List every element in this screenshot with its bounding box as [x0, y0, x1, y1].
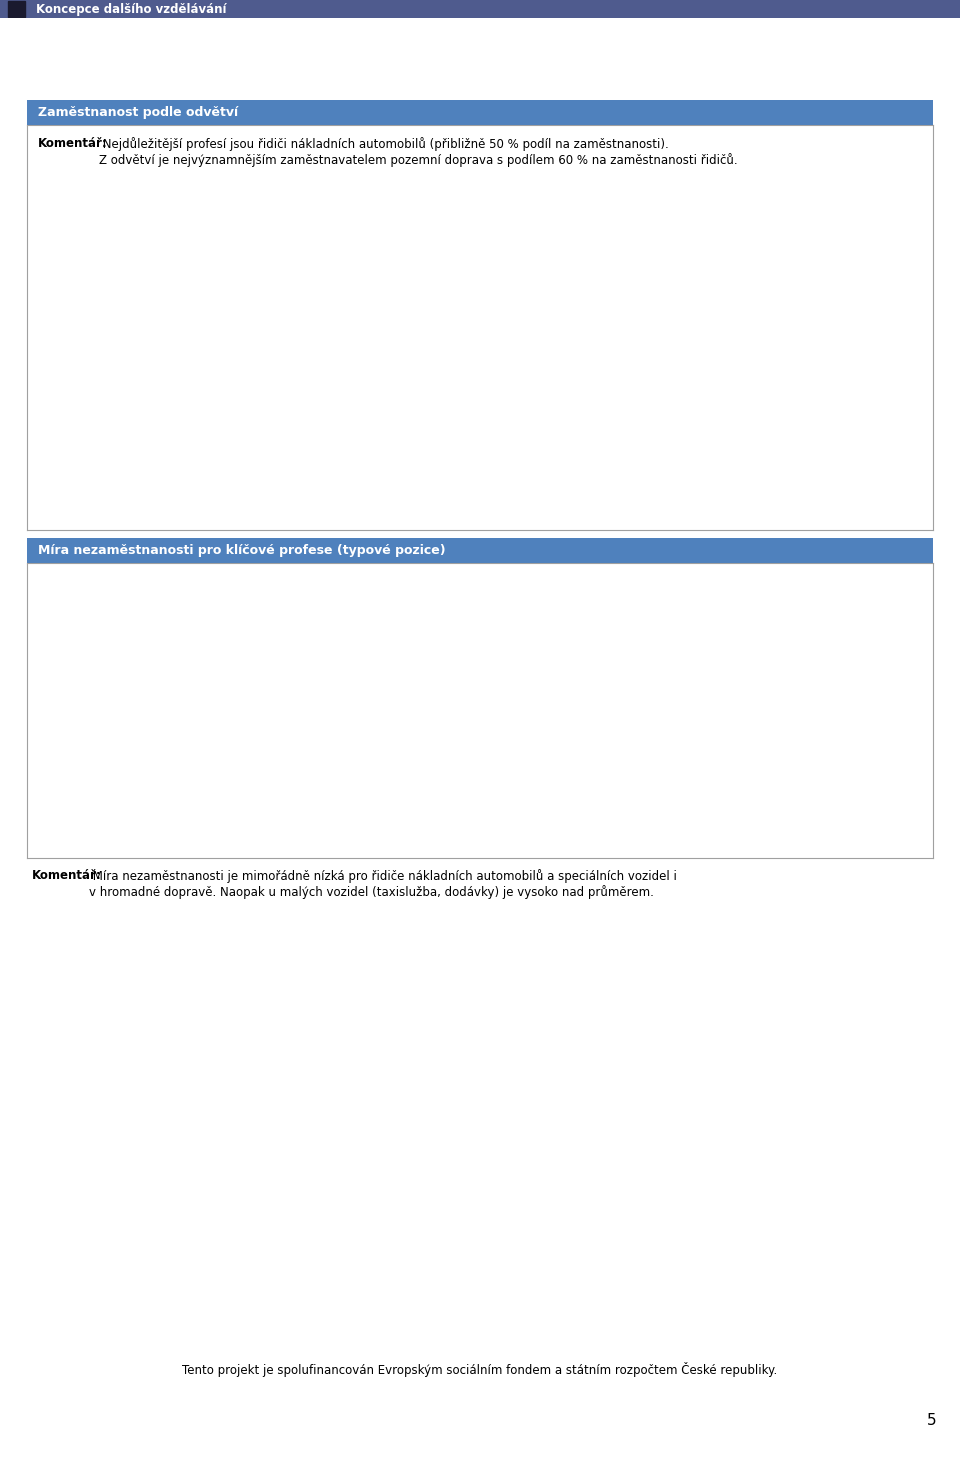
Text: Míra nezaměstnanosti pro klíčové profese (typové pozice): Míra nezaměstnanosti pro klíčové profese… [37, 544, 445, 557]
Text: Míra nezaměstnanosti je mimořádně nízká pro řidiče nákladních automobilů a speci: Míra nezaměstnanosti je mimořádně nízká … [89, 868, 678, 899]
Wedge shape [378, 263, 480, 375]
Text: stavebnictví
7%: stavebnictví 7% [237, 336, 368, 364]
Text: Komentář:: Komentář: [37, 137, 108, 150]
Bar [135, 638, 148, 661]
Title: Zaměstnanost řidičů v odvětvích české ekonomiky (2010): Zaměstnanost řidičů v odvětvích české ek… [206, 197, 658, 213]
Text: Koncepce dalšího vzdělávání: Koncepce dalšího vzdělávání [36, 3, 227, 16]
Text: Komentář:: Komentář: [32, 868, 101, 881]
Text: průmysl
15%: průmysl 15% [285, 442, 387, 470]
Text: 6,1: 6,1 [335, 592, 355, 604]
Bar [135, 793, 180, 817]
Text: pozemní doprava
60%: pozemní doprava 60% [533, 382, 636, 410]
Bar [8, 1, 25, 16]
Text: 1,4: 1,4 [188, 799, 208, 812]
Wedge shape [325, 310, 432, 375]
Text: Tento projekt je spolufinancován Evropským sociálním fondem a státním rozpočtem : Tento projekt je spolufinancován Evropsk… [182, 1362, 778, 1378]
Bar [135, 586, 325, 610]
Bar [135, 690, 229, 714]
Wedge shape [320, 341, 544, 488]
Wedge shape [432, 273, 539, 375]
Text: Zaměstnanost podle odvětví: Zaměstnanost podle odvětví [37, 106, 238, 119]
Text: velko- a maloobchod
5%: velko- a maloobchod 5% [201, 281, 397, 308]
Text: 3,0: 3,0 [238, 695, 258, 708]
Bar [135, 742, 768, 765]
Text: 5: 5 [926, 1413, 936, 1428]
Text: Nejdůležitější profesí jsou řidiči nákladních automobilů (přibližně 50 % podíl n: Nejdůležitější profesí jsou řidiči nákla… [100, 137, 738, 167]
Text: 20,3: 20,3 [778, 746, 805, 759]
Text: 0,4: 0,4 [157, 643, 178, 657]
Wedge shape [342, 278, 432, 375]
Text: ostatní
13%: ostatní 13% [432, 238, 472, 273]
